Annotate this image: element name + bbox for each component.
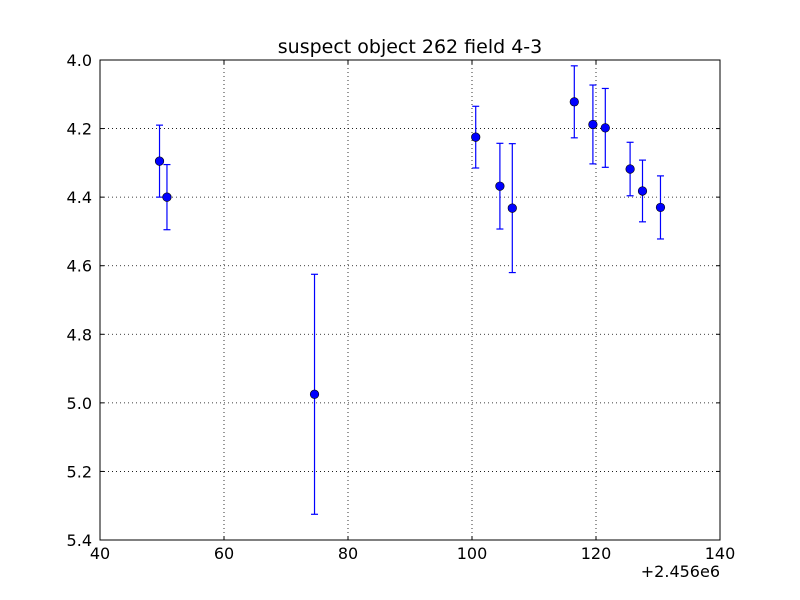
plot-frame (99, 59, 721, 541)
data-points (154, 97, 666, 399)
x-tick-label: 140 (705, 544, 736, 563)
data-point (588, 119, 598, 130)
ticks: 40 60 80 100 120 140 4.0 4.2 4.4 4.6 4.8 5.0 5.2 5.4 (67, 51, 736, 563)
data-point (154, 156, 165, 166)
y-tick-label: 4.2 (67, 120, 92, 139)
y-tick-label: 5.0 (67, 394, 92, 413)
y-tick-label: 4.4 (67, 188, 92, 207)
x-tick-label: 100 (457, 544, 488, 563)
x-tick-label: 80 (338, 544, 358, 563)
data-point (162, 192, 172, 202)
y-tick-label: 5.4 (67, 531, 92, 550)
data-point (309, 389, 320, 399)
y-tick-label: 5.2 (67, 462, 92, 481)
data-point (569, 97, 579, 107)
data-point (600, 123, 610, 133)
x-tick-label: 120 (581, 544, 612, 563)
data-point (637, 186, 648, 196)
y-tick-label: 4.8 (67, 325, 92, 344)
data-point (495, 181, 505, 191)
x-offset-label: +2.456e6 (641, 562, 720, 581)
data-point (655, 202, 666, 213)
data-point (625, 164, 635, 174)
x-tick-label: 40 (90, 544, 110, 563)
grid (100, 60, 720, 540)
data-point (471, 132, 481, 142)
x-tick-label: 60 (214, 544, 234, 563)
y-tick-label: 4.6 (67, 257, 92, 276)
data-point (507, 203, 517, 213)
y-tick-label: 4.0 (67, 51, 92, 70)
chart-title: suspect object 262 field 4-3 (278, 36, 543, 58)
